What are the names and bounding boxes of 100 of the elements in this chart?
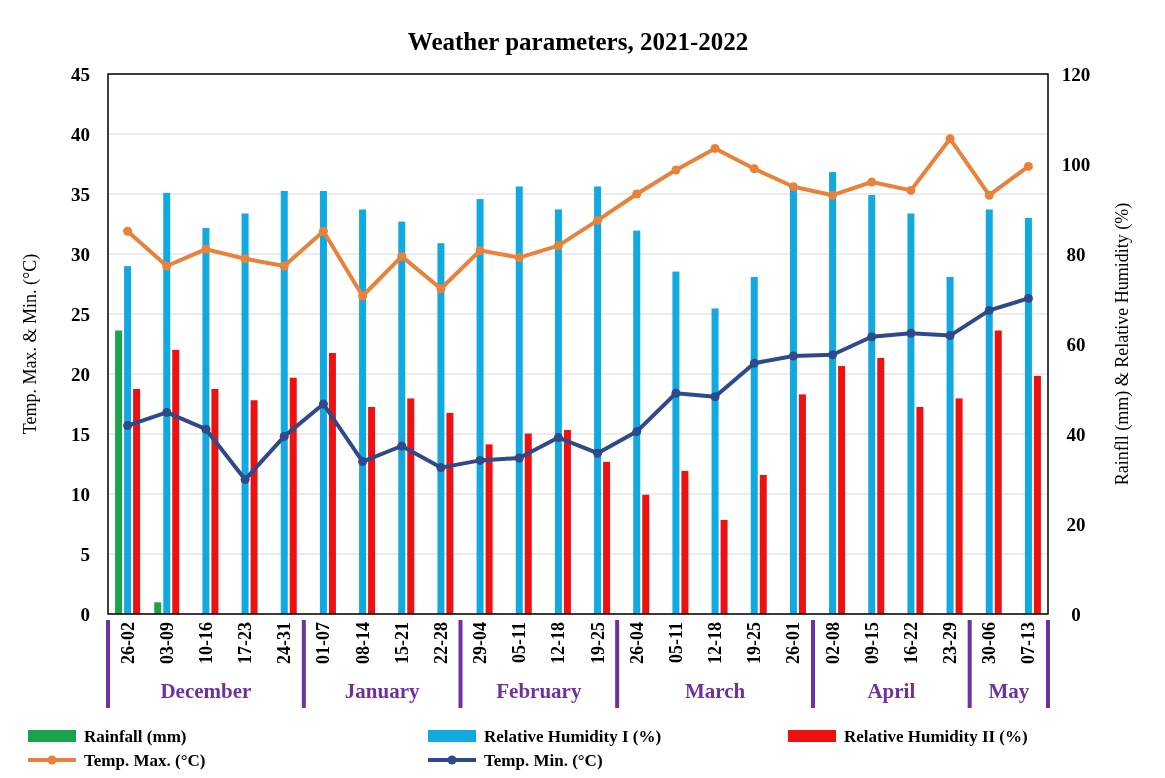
bar	[946, 276, 954, 614]
point	[671, 388, 681, 398]
point	[318, 399, 328, 409]
bar	[750, 276, 758, 614]
point	[436, 463, 446, 473]
point	[123, 421, 133, 431]
text: May	[988, 679, 1030, 703]
x-tick-label: 17-23	[235, 622, 256, 664]
bar	[154, 602, 162, 614]
x-tick-label: 26-01	[783, 622, 804, 664]
point	[906, 328, 916, 338]
x-tick-label: 16-22	[900, 622, 921, 664]
point	[788, 351, 798, 361]
bar	[115, 330, 123, 614]
point	[553, 433, 563, 443]
text: December	[160, 679, 252, 703]
text: April	[867, 679, 916, 703]
bar	[798, 394, 806, 614]
bar	[720, 519, 728, 614]
bar	[407, 398, 415, 614]
bar	[524, 433, 532, 614]
legend-label: Temp. Max. (°C)	[84, 751, 206, 770]
point	[358, 457, 368, 467]
point	[162, 407, 172, 417]
bar	[328, 353, 336, 614]
point	[162, 261, 172, 271]
x-tick-label: 05-11	[509, 622, 530, 664]
y2-tick-label: 0	[1071, 604, 1081, 625]
bar	[163, 192, 171, 614]
chart-title: Weather parameters, 2021-2022	[407, 28, 749, 55]
x-tick-label: 01-07	[313, 622, 334, 664]
point	[397, 441, 407, 451]
bar	[172, 349, 180, 614]
bar	[838, 366, 846, 614]
x-tick-label: 07-13	[1018, 622, 1039, 664]
bar	[877, 357, 885, 614]
bar	[916, 407, 924, 614]
point	[201, 424, 211, 434]
x-tick-label: 19-25	[587, 622, 608, 664]
bar	[1033, 375, 1041, 614]
point	[710, 392, 720, 402]
point	[867, 332, 877, 342]
point	[553, 241, 563, 251]
y-tick-label: 5	[80, 544, 90, 565]
bar	[515, 186, 523, 614]
point	[906, 185, 916, 195]
point	[710, 143, 720, 153]
point	[358, 291, 368, 301]
point	[201, 244, 211, 254]
y-tick-label: 40	[71, 124, 90, 145]
bar	[368, 407, 376, 614]
legend-label: Temp. Min. (°C)	[484, 751, 603, 770]
point	[318, 226, 328, 236]
bar	[672, 271, 680, 614]
point	[984, 305, 994, 315]
x-tick-label: 05-11	[665, 622, 686, 664]
bar	[485, 444, 493, 614]
y2-tick-label: 20	[1066, 514, 1086, 535]
bar	[124, 266, 132, 614]
x-tick-label: 15-21	[391, 622, 412, 664]
bar	[985, 209, 993, 614]
bar	[554, 209, 562, 614]
point	[632, 427, 642, 437]
point	[436, 284, 446, 294]
bar	[398, 221, 406, 614]
x-tick-label: 29-04	[470, 622, 491, 664]
bar	[1024, 218, 1032, 614]
point	[867, 177, 877, 187]
y-tick-label: 35	[71, 184, 90, 205]
y-tick-label: 10	[71, 484, 90, 505]
point	[1023, 161, 1033, 171]
bar	[437, 243, 445, 614]
bar	[289, 377, 297, 614]
x-tick-label: 30-06	[979, 622, 1000, 664]
bar	[563, 429, 571, 614]
y2-tick-label: 40	[1066, 424, 1086, 445]
bar	[994, 330, 1002, 614]
bar	[711, 308, 719, 614]
y2-tick-label: 100	[1061, 154, 1091, 175]
point	[240, 475, 250, 485]
point	[123, 226, 133, 236]
point	[593, 215, 603, 225]
bar	[202, 227, 210, 614]
y-tick-label: 30	[71, 244, 90, 265]
point	[749, 358, 759, 368]
point	[397, 251, 407, 261]
bar	[789, 187, 797, 614]
bar	[446, 412, 454, 614]
point	[828, 190, 838, 200]
bar	[681, 470, 689, 614]
x-tick-label: 12-18	[548, 622, 569, 664]
point	[945, 134, 955, 144]
bar	[955, 398, 963, 614]
legend-label: Rainfall (mm)	[84, 727, 187, 746]
x-tick-label: 26-02	[117, 622, 138, 664]
legend-label: Relative Humidity II (%)	[844, 727, 1028, 746]
bar	[476, 199, 484, 614]
bar	[594, 186, 602, 614]
point	[749, 164, 759, 174]
point	[475, 455, 485, 465]
